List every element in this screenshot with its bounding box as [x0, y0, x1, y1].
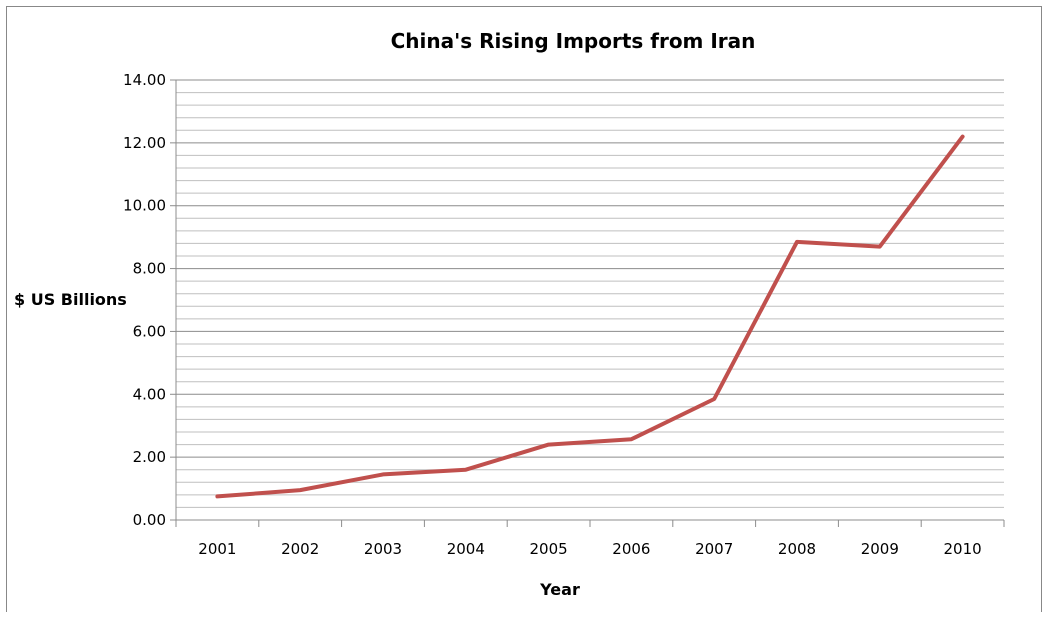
- x-tick-labels: 2001 2002 2003 2004 2005 2006 2007 2008 2009 2010: [198, 540, 981, 558]
- x-tick-label: 2001: [198, 540, 236, 558]
- x-tick-label: 2005: [530, 540, 568, 558]
- x-tick-label: 2006: [612, 540, 650, 558]
- x-tick-label: 2004: [447, 540, 485, 558]
- y-tick-label: 4.00: [133, 385, 166, 403]
- x-tick-label: 2009: [861, 540, 899, 558]
- y-tick-label: 14.00: [123, 71, 166, 89]
- series-line: [215, 134, 965, 499]
- x-tick-label: 2003: [364, 540, 402, 558]
- y-tick-label: 12.00: [123, 134, 166, 152]
- x-tick-label: 2007: [695, 540, 733, 558]
- y-tick-label: 8.00: [133, 260, 166, 278]
- chart-title: China's Rising Imports from Iran: [391, 29, 756, 53]
- y-tick-labels: 0.00 2.00 4.00 6.00 8.00 10.00 12.00 14.00: [123, 71, 166, 529]
- x-tick-label: 2008: [778, 540, 816, 558]
- series-layer: [215, 134, 965, 499]
- x-tick-label: 2010: [944, 540, 982, 558]
- y-axis-label: $ US Billions: [14, 290, 127, 309]
- y-tick-label: 10.00: [123, 197, 166, 215]
- y-tick-label: 6.00: [133, 322, 166, 340]
- y-tick-label: 0.00: [133, 511, 166, 529]
- y-tick-label: 2.00: [133, 448, 166, 466]
- axes: [170, 79, 1005, 527]
- x-tick-label: 2002: [281, 540, 319, 558]
- gridlines: [176, 79, 1004, 508]
- chart-frame: [6, 6, 1042, 612]
- x-axis-label: Year: [539, 580, 580, 599]
